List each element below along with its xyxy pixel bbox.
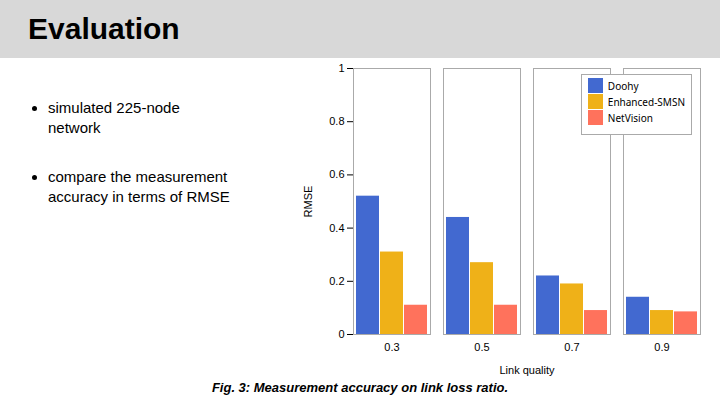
svg-text:1: 1 [338, 62, 344, 74]
svg-text:0.6: 0.6 [329, 168, 344, 180]
svg-text:0.9: 0.9 [654, 341, 669, 353]
svg-text:0.3: 0.3 [384, 341, 399, 353]
svg-text:0.2: 0.2 [329, 275, 344, 287]
html-text:Doohy: Doohy [607, 78, 639, 93]
html-text:Fig. 3: Measurement accuracy o: Fig. 3: Measurement accuracy on link los… [211, 380, 509, 395]
svg-text:0: 0 [338, 328, 344, 340]
svg-text:0.8: 0.8 [329, 115, 344, 127]
svg-text:0.7: 0.7 [564, 341, 579, 353]
html-text:simulated 225-node network: simulated 225-node network [48, 99, 180, 137]
svg-text:RMSE: RMSE [302, 186, 314, 218]
html-text:compare the measurement accura: compare the measurement accuracy in term… [48, 167, 230, 205]
svg-text:0.4: 0.4 [329, 222, 344, 234]
svg-text:0.5: 0.5 [474, 341, 489, 353]
html-text:Enhanced-SMSN: Enhanced-SMSN [607, 94, 685, 109]
html-text:NetVision: NetVision [607, 110, 653, 125]
svg-text:Link quality: Link quality [499, 364, 555, 376]
html-text:Evaluation: Evaluation [28, 12, 180, 45]
